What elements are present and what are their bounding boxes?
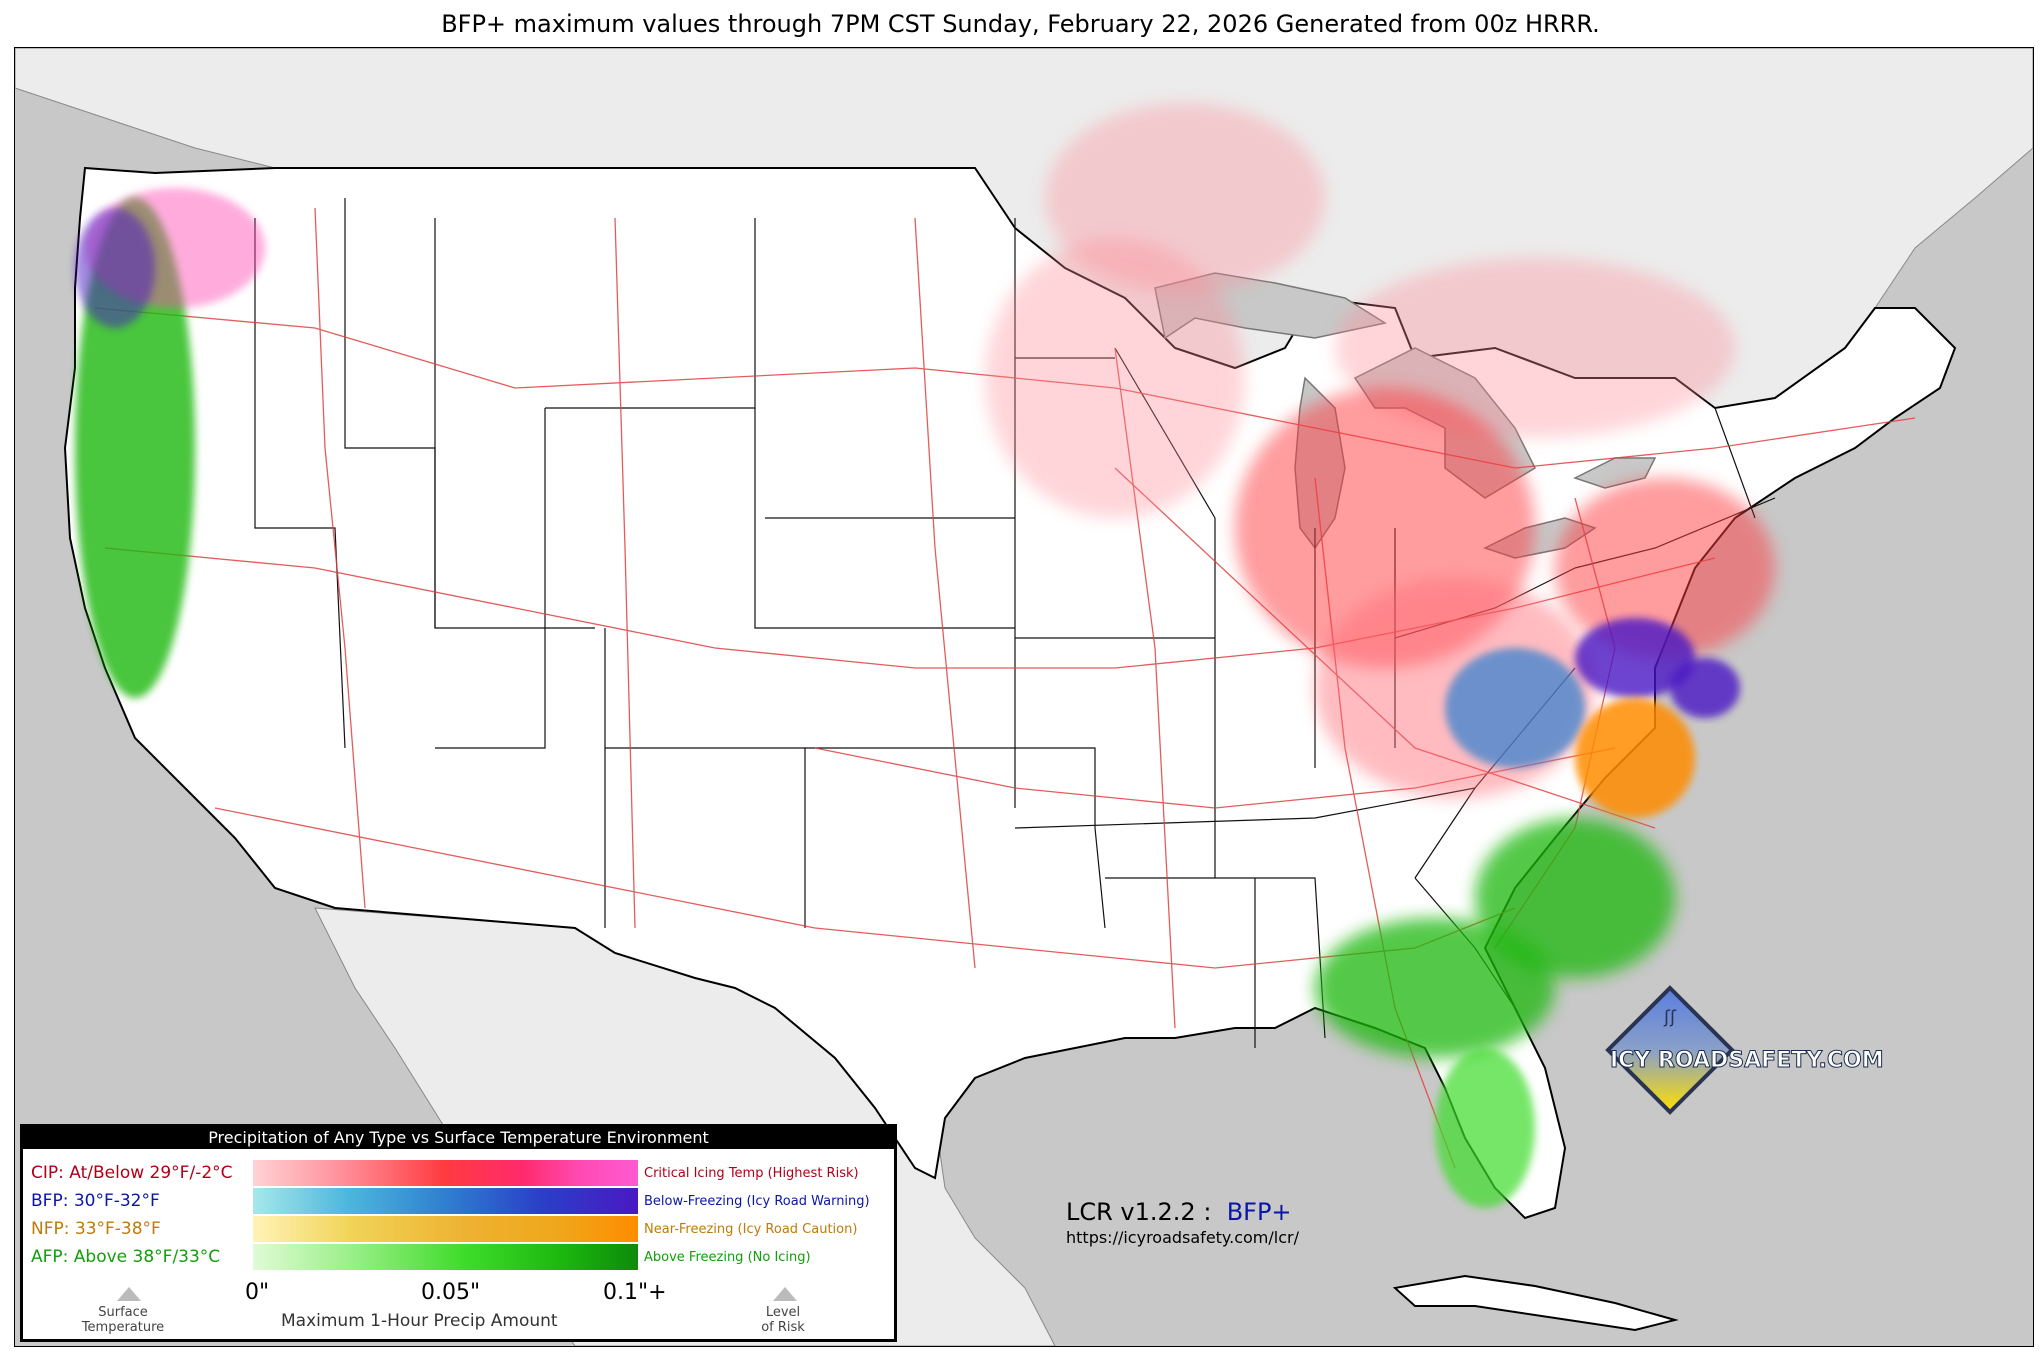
product-url[interactable]: https://icyroadsafety.com/lcr/ bbox=[1066, 1228, 1299, 1247]
legend-panel: Precipitation of Any Type vs Surface Tem… bbox=[20, 1124, 897, 1342]
legend-row-nfp: NFP: 33°F-38°F Near-Freezing (Icy Road C… bbox=[23, 1216, 894, 1244]
precip-axis-label: Maximum 1-Hour Precip Amount bbox=[281, 1311, 558, 1331]
precip-overlay bbox=[75, 103, 1775, 1208]
bfp-label: BFP: 30°F-32°F bbox=[31, 1191, 160, 1211]
legend-header: Precipitation of Any Type vs Surface Tem… bbox=[23, 1127, 894, 1149]
tick-label: 0.1"+ bbox=[603, 1280, 667, 1305]
up-arrow-icon bbox=[773, 1287, 797, 1301]
product-label: BFP+ bbox=[1226, 1198, 1292, 1226]
cuba-land bbox=[1392, 1274, 1679, 1332]
surface-temperature-label: Surface Temperature bbox=[81, 1305, 165, 1335]
map-title: BFP+ maximum values through 7PM CST Sund… bbox=[441, 10, 1600, 38]
tick-label: 0" bbox=[245, 1280, 270, 1305]
cip-label: CIP: At/Below 29°F/-2°C bbox=[31, 1163, 233, 1183]
afp-desc: Above Freezing (No Icing) bbox=[644, 1250, 811, 1265]
nfp-label: NFP: 33°F-38°F bbox=[31, 1219, 161, 1239]
afp-color-bar bbox=[253, 1244, 638, 1270]
legend-row-bfp: BFP: 30°F-32°F Below-Freezing (Icy Road … bbox=[23, 1188, 894, 1216]
nfp-color-bar bbox=[253, 1216, 638, 1242]
afp-label: AFP: Above 38°F/33°C bbox=[31, 1247, 221, 1267]
level-of-risk-label: Level of Risk bbox=[761, 1305, 805, 1335]
road-warning-diamond-icon: ʃʃ bbox=[1605, 985, 1735, 1115]
bfp-color-bar bbox=[253, 1188, 638, 1214]
bfp-desc: Below-Freezing (Icy Road Warning) bbox=[644, 1194, 870, 1209]
version-label: LCR v1.2.2 : BFP+ bbox=[1066, 1198, 1292, 1226]
legend-row-afp: AFP: Above 38°F/33°C Above Freezing (No … bbox=[23, 1244, 894, 1272]
logo-text: ICY ROADSAFETY.COM bbox=[1610, 1048, 1885, 1074]
cip-color-bar bbox=[253, 1160, 638, 1186]
svg-text:ʃʃ: ʃʃ bbox=[1663, 1007, 1677, 1028]
up-arrow-icon bbox=[117, 1287, 141, 1301]
nfp-desc: Near-Freezing (Icy Road Caution) bbox=[644, 1222, 858, 1237]
cip-desc: Critical Icing Temp (Highest Risk) bbox=[644, 1166, 859, 1181]
tick-label: 0.05" bbox=[421, 1280, 481, 1305]
legend-row-cip: CIP: At/Below 29°F/-2°C Critical Icing T… bbox=[23, 1160, 894, 1188]
